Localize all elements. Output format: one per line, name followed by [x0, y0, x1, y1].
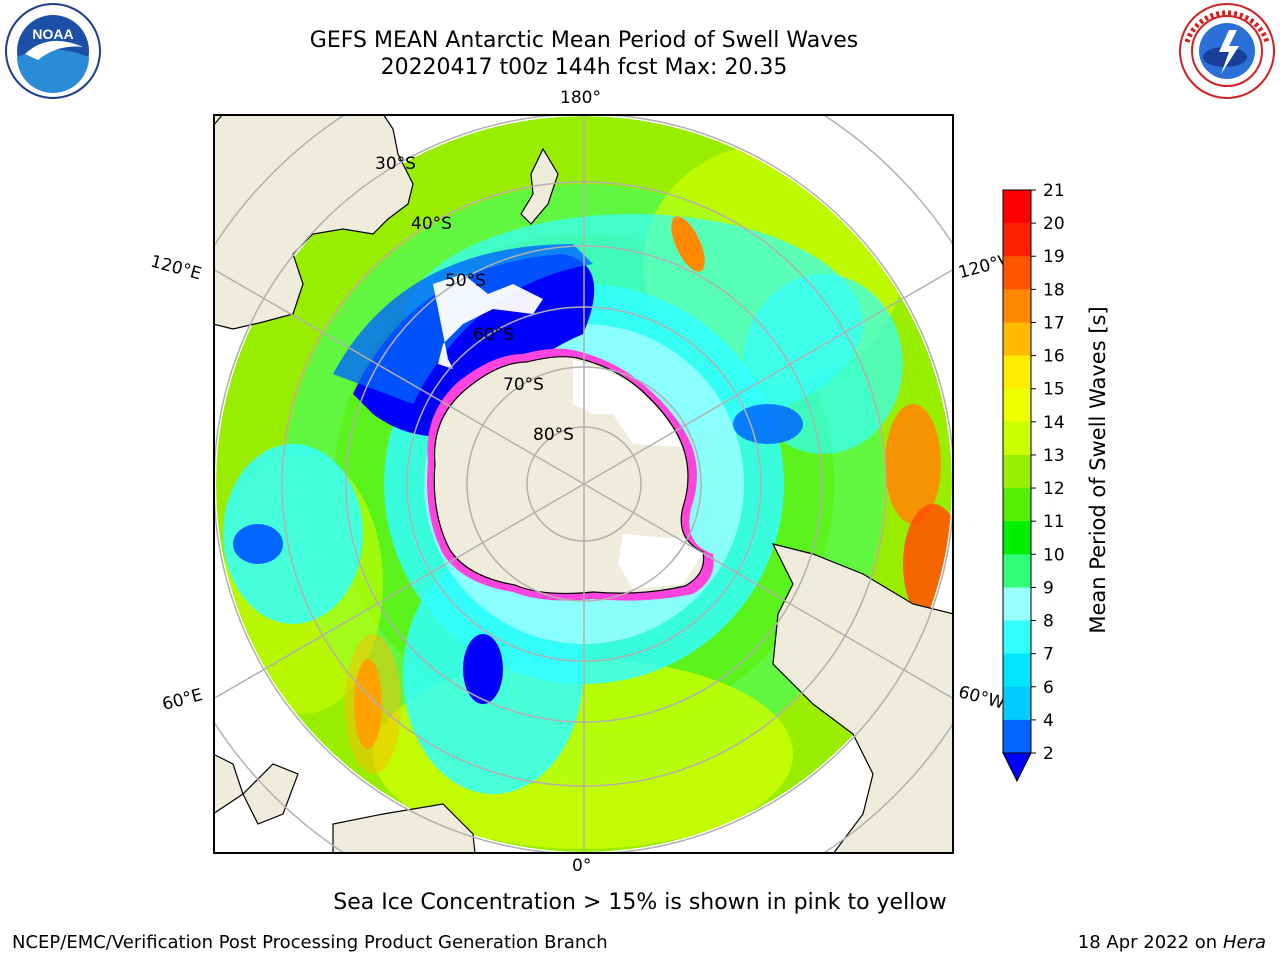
- colorbar-tick-label: 15: [1043, 380, 1065, 400]
- map-frame: [213, 114, 954, 854]
- antarctica-ice-shelf: [573, 360, 681, 447]
- lon-label-120e: 120°E: [148, 251, 204, 285]
- colorbar-tick-label: 12: [1043, 479, 1065, 499]
- colorbar-box: [1003, 554, 1031, 588]
- colorbar-box: [1003, 653, 1031, 688]
- lon-label-180: 180°: [560, 88, 601, 108]
- map-subtitle: 20220417 t00z 144h fcst Max: 20.35: [380, 55, 788, 80]
- colorbar-box: [1003, 388, 1031, 423]
- africa: [332, 803, 476, 854]
- colorbar-tick-label: 19: [1043, 247, 1065, 267]
- colorbar-tick-label: 7: [1043, 645, 1054, 665]
- colorbar-tick-label: 13: [1043, 446, 1065, 466]
- colorbar-box: [1003, 355, 1031, 390]
- colorbar-box: [1003, 488, 1031, 522]
- colorbar-tick-label: 21: [1043, 182, 1065, 201]
- map-title: GEFS MEAN Antarctic Mean Period of Swell…: [309, 28, 859, 53]
- lon-label-60e: 60°E: [160, 685, 205, 715]
- colorbar-box: [1003, 454, 1031, 489]
- colorbar-box: [1003, 620, 1031, 655]
- colorbar-tick-label: 17: [1043, 313, 1065, 333]
- colorbar-box: [1003, 686, 1031, 721]
- lat-label-30s: 30°S: [375, 154, 416, 174]
- lon-label-0: 0°: [572, 856, 592, 876]
- colorbar-label: Mean Period of Swell Waves [s]: [1086, 306, 1110, 634]
- sea-ice-note: Sea Ice Concentration > 15% is shown in …: [333, 890, 947, 915]
- colorbar-box: [1003, 719, 1031, 754]
- run-date-text: 18 Apr 2022 on: [1077, 932, 1223, 953]
- colorbar-tick-label: 16: [1043, 347, 1065, 367]
- colorbar-box: [1003, 190, 1031, 224]
- landmasses: [213, 114, 954, 854]
- polar-map: 30°S 40°S 50°S 60°S 70°S 80°S: [213, 114, 954, 854]
- colorbar-tick-label: 9: [1043, 578, 1054, 598]
- australia: [213, 114, 414, 330]
- lat-label-80s: 80°S: [533, 425, 574, 445]
- colorbar-ticks: 2 4 6 7 8 9 10 11 12 13 14 15 16 17 18 19 20 21: [1031, 182, 1065, 764]
- colorbar-tick-label: 18: [1043, 280, 1065, 300]
- nws-logo-icon: [1179, 3, 1275, 99]
- colorbar-tick-label: 10: [1043, 545, 1065, 565]
- colorbar-box: [1003, 587, 1031, 622]
- colorbar-tick-label: 11: [1043, 512, 1065, 532]
- colorbar-tick-label: 8: [1043, 612, 1054, 632]
- lat-label-70s: 70°S: [503, 375, 544, 395]
- tasmania: [213, 114, 224, 127]
- colorbar-tick-label: 6: [1043, 678, 1054, 698]
- colorbar-boxes: [1002, 189, 1032, 783]
- lat-label-50s: 50°S: [445, 271, 486, 291]
- colorbar-box: [1003, 421, 1031, 456]
- colorbar-tick-label: 4: [1043, 711, 1054, 731]
- run-date: 18 Apr 2022 on Hera: [1078, 932, 1266, 953]
- lat-label-40s: 40°S: [411, 214, 452, 234]
- colorbar-outline: [1002, 189, 1032, 754]
- credit-line: NCEP/EMC/Verification Post Processing Pr…: [12, 932, 608, 953]
- colorbar: 2 4 6 7 8 9 10 11 12 13 14 15 16 17 18 19 20 21: [1002, 182, 1065, 783]
- colorbar-tick-label: 20: [1043, 214, 1065, 234]
- noaa-logo-text: NOAA: [32, 26, 73, 42]
- colorbar-box: [1003, 289, 1031, 323]
- colorbar-box: [1003, 521, 1031, 555]
- run-host: Hera: [1222, 932, 1266, 953]
- colorbar-tick-label: 14: [1043, 413, 1065, 433]
- new-zealand: [520, 147, 559, 225]
- south-america: [771, 543, 954, 854]
- colorbar-extend-arrow: [1002, 752, 1032, 783]
- madagascar: [242, 763, 299, 825]
- noaa-logo-icon: NOAA: [5, 3, 101, 99]
- lat-label-60s: 60°S: [473, 325, 514, 345]
- colorbar-box: [1003, 256, 1031, 290]
- colorbar-tick-label: 2: [1043, 744, 1054, 764]
- south-africa-left: [213, 753, 244, 815]
- colorbar-box: [1003, 223, 1031, 257]
- colorbar-box: [1003, 322, 1031, 357]
